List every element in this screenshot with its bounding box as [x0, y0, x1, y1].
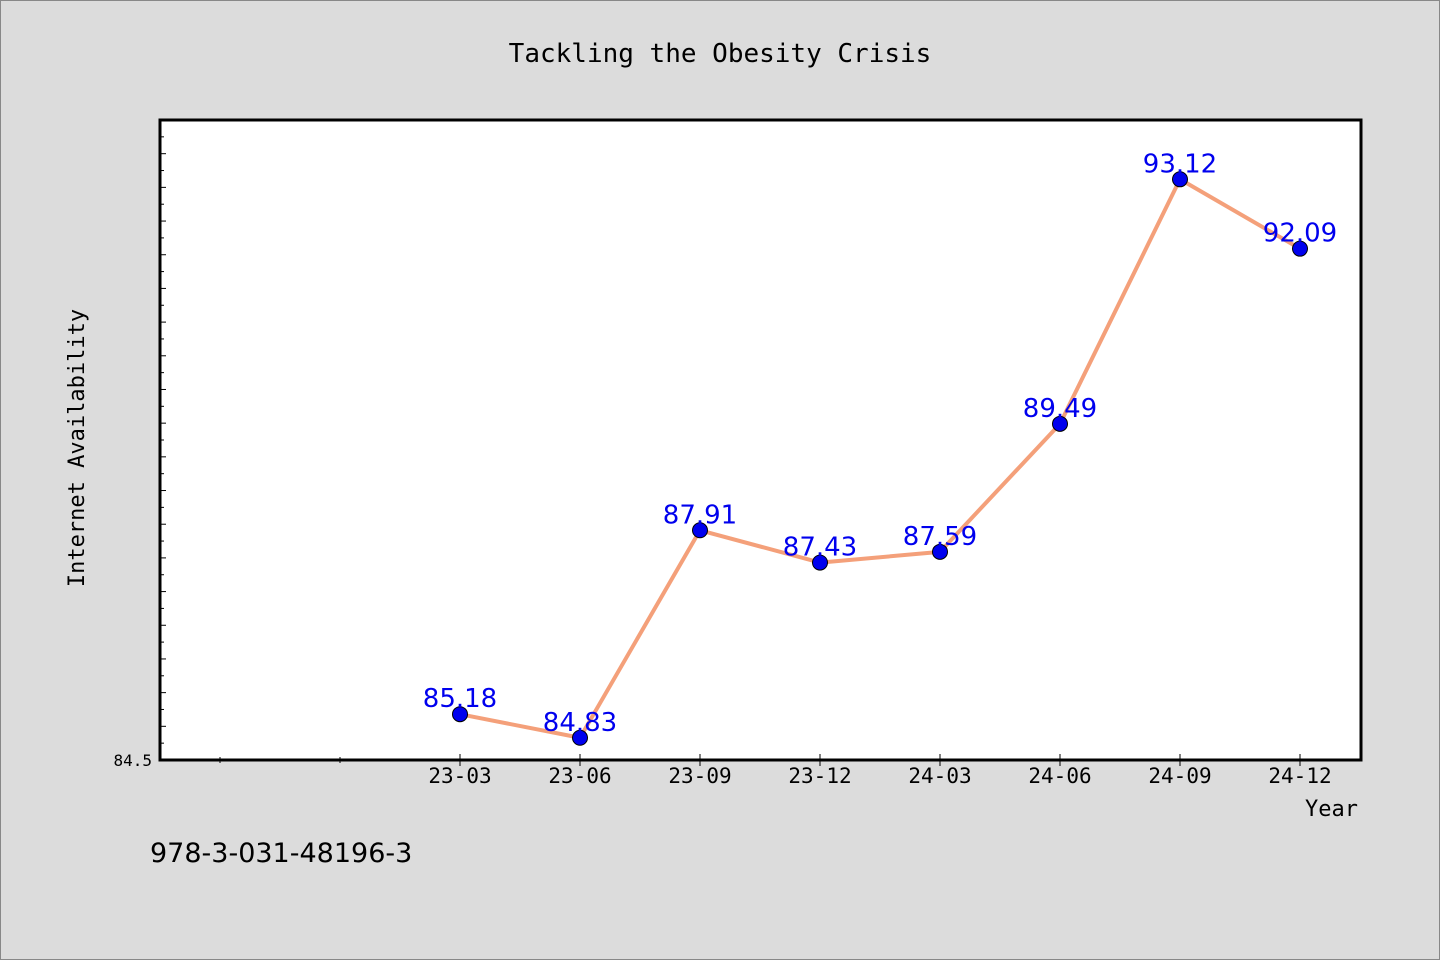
- x-tick-label: 23-03: [428, 764, 491, 788]
- data-point: [932, 543, 948, 560]
- data-label: 93.12: [1143, 149, 1217, 179]
- x-axis-ticks: [219, 754, 1301, 766]
- x-axis-label: Year: [1305, 797, 1358, 822]
- data-point: [1052, 415, 1068, 432]
- data-label: 87.43: [783, 533, 857, 563]
- plot-area: [158, 118, 1363, 762]
- data-point: [1172, 171, 1188, 188]
- y-axis-label: Internet Availability: [65, 309, 90, 587]
- data-label: 87.59: [903, 522, 977, 552]
- data-label: 84.83: [543, 708, 617, 738]
- data-point: [452, 706, 468, 723]
- data-label: 89.49: [1023, 394, 1097, 424]
- series-line: [458, 177, 1302, 740]
- x-tick-label: 24-03: [908, 764, 971, 788]
- data-label: 92.09: [1263, 219, 1337, 249]
- x-tick-label: 24-12: [1268, 764, 1331, 788]
- x-tick-label: 23-09: [668, 764, 731, 788]
- x-tick-label: 24-09: [1148, 764, 1211, 788]
- data-point: [1292, 240, 1308, 257]
- footer-isbn: 978-3-031-48196-3: [150, 838, 412, 869]
- x-tick-label: 23-12: [788, 764, 851, 788]
- y-axis-min-label: 84.5: [113, 751, 152, 770]
- x-tick-label: 24-06: [1028, 764, 1091, 788]
- chart-title: Tackling the Obesity Crisis: [509, 39, 932, 69]
- data-point: [692, 522, 708, 539]
- data-label: 85.18: [423, 684, 497, 714]
- data-point: [812, 554, 828, 571]
- y-axis-ticks: [160, 119, 166, 761]
- x-tick-label: 23-06: [548, 764, 611, 788]
- series-group: 85.18 84.83 87.91 87.43 87.59 89.49 93.12 92.09: [423, 149, 1337, 746]
- x-axis-tick-labels: 23-03 23-06 23-09 23-12 24-03 24-06 24-09 24-12: [428, 764, 1331, 788]
- data-label: 87.91: [663, 500, 737, 530]
- data-point: [572, 729, 588, 746]
